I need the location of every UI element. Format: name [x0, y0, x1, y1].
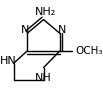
- Text: OCH₃: OCH₃: [75, 46, 103, 56]
- Text: NH₂: NH₂: [35, 7, 56, 17]
- Text: N: N: [58, 25, 66, 35]
- Text: HN: HN: [0, 56, 17, 66]
- Text: N: N: [21, 25, 29, 35]
- Text: NH: NH: [35, 73, 52, 83]
